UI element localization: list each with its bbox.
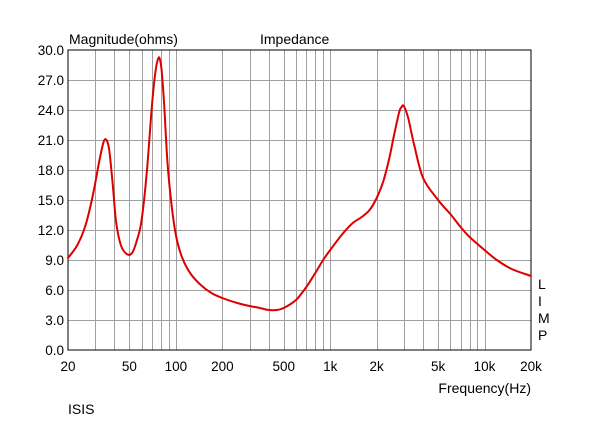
x-tick-label: 1k bbox=[323, 359, 338, 374]
x-tick-label: 20 bbox=[60, 359, 75, 374]
footer-label: ISIS bbox=[68, 401, 94, 417]
x-axis-label: Frequency(Hz) bbox=[438, 380, 531, 396]
y-tick-label: 0.0 bbox=[45, 343, 64, 358]
y-tick-label: 12.0 bbox=[38, 223, 64, 238]
side-label-letter: M bbox=[538, 310, 550, 326]
y-tick-label: 15.0 bbox=[38, 193, 64, 208]
x-tick-label: 10k bbox=[474, 359, 496, 374]
y-tick-labels: 0.0 3.0 6.0 9.0 12.0 15.0 18.0 21.0 24.0 27.0 30.0 bbox=[38, 43, 64, 358]
x-tick-label: 2k bbox=[370, 359, 385, 374]
y-tick-label: 6.0 bbox=[45, 283, 64, 298]
side-label-letter: P bbox=[538, 327, 547, 343]
x-tick-label: 200 bbox=[211, 359, 234, 374]
y-tick-label: 18.0 bbox=[38, 163, 64, 178]
y-tick-label: 30.0 bbox=[38, 43, 64, 58]
y-tick-label: 9.0 bbox=[45, 253, 64, 268]
y-tick-label: 27.0 bbox=[38, 73, 64, 88]
y-tick-label: 3.0 bbox=[45, 313, 64, 328]
chart-title: Impedance bbox=[260, 31, 329, 47]
x-tick-label: 50 bbox=[122, 359, 137, 374]
side-label-letter: I bbox=[538, 293, 542, 309]
y-axis-label: Magnitude(ohms) bbox=[69, 31, 178, 47]
plot-frame bbox=[67, 49, 532, 351]
impedance-series-line bbox=[67, 56, 532, 312]
x-tick-label: 20k bbox=[520, 359, 542, 374]
x-tick-label: 100 bbox=[165, 359, 188, 374]
y-tick-label: 21.0 bbox=[38, 133, 64, 148]
x-tick-label: 5k bbox=[431, 359, 446, 374]
side-label-letter: L bbox=[538, 276, 546, 292]
grid-lines bbox=[68, 50, 531, 350]
y-tick-label: 24.0 bbox=[38, 103, 64, 118]
x-tick-labels: 20 50 100 200 500 1k 2k 5k 10k 20k bbox=[60, 359, 542, 374]
x-tick-label: 500 bbox=[272, 359, 295, 374]
